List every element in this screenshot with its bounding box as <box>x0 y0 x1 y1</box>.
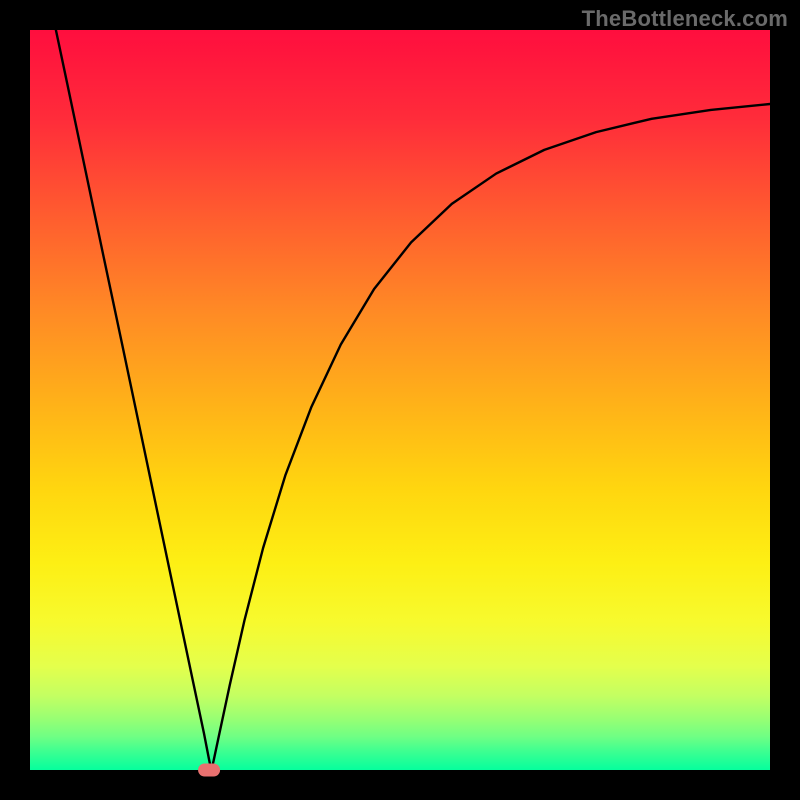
plot-background <box>30 30 770 770</box>
chart-svg <box>0 0 800 800</box>
watermark-text: TheBottleneck.com <box>582 6 788 32</box>
bottleneck-chart: TheBottleneck.com <box>0 0 800 800</box>
minimum-marker <box>198 764 220 777</box>
